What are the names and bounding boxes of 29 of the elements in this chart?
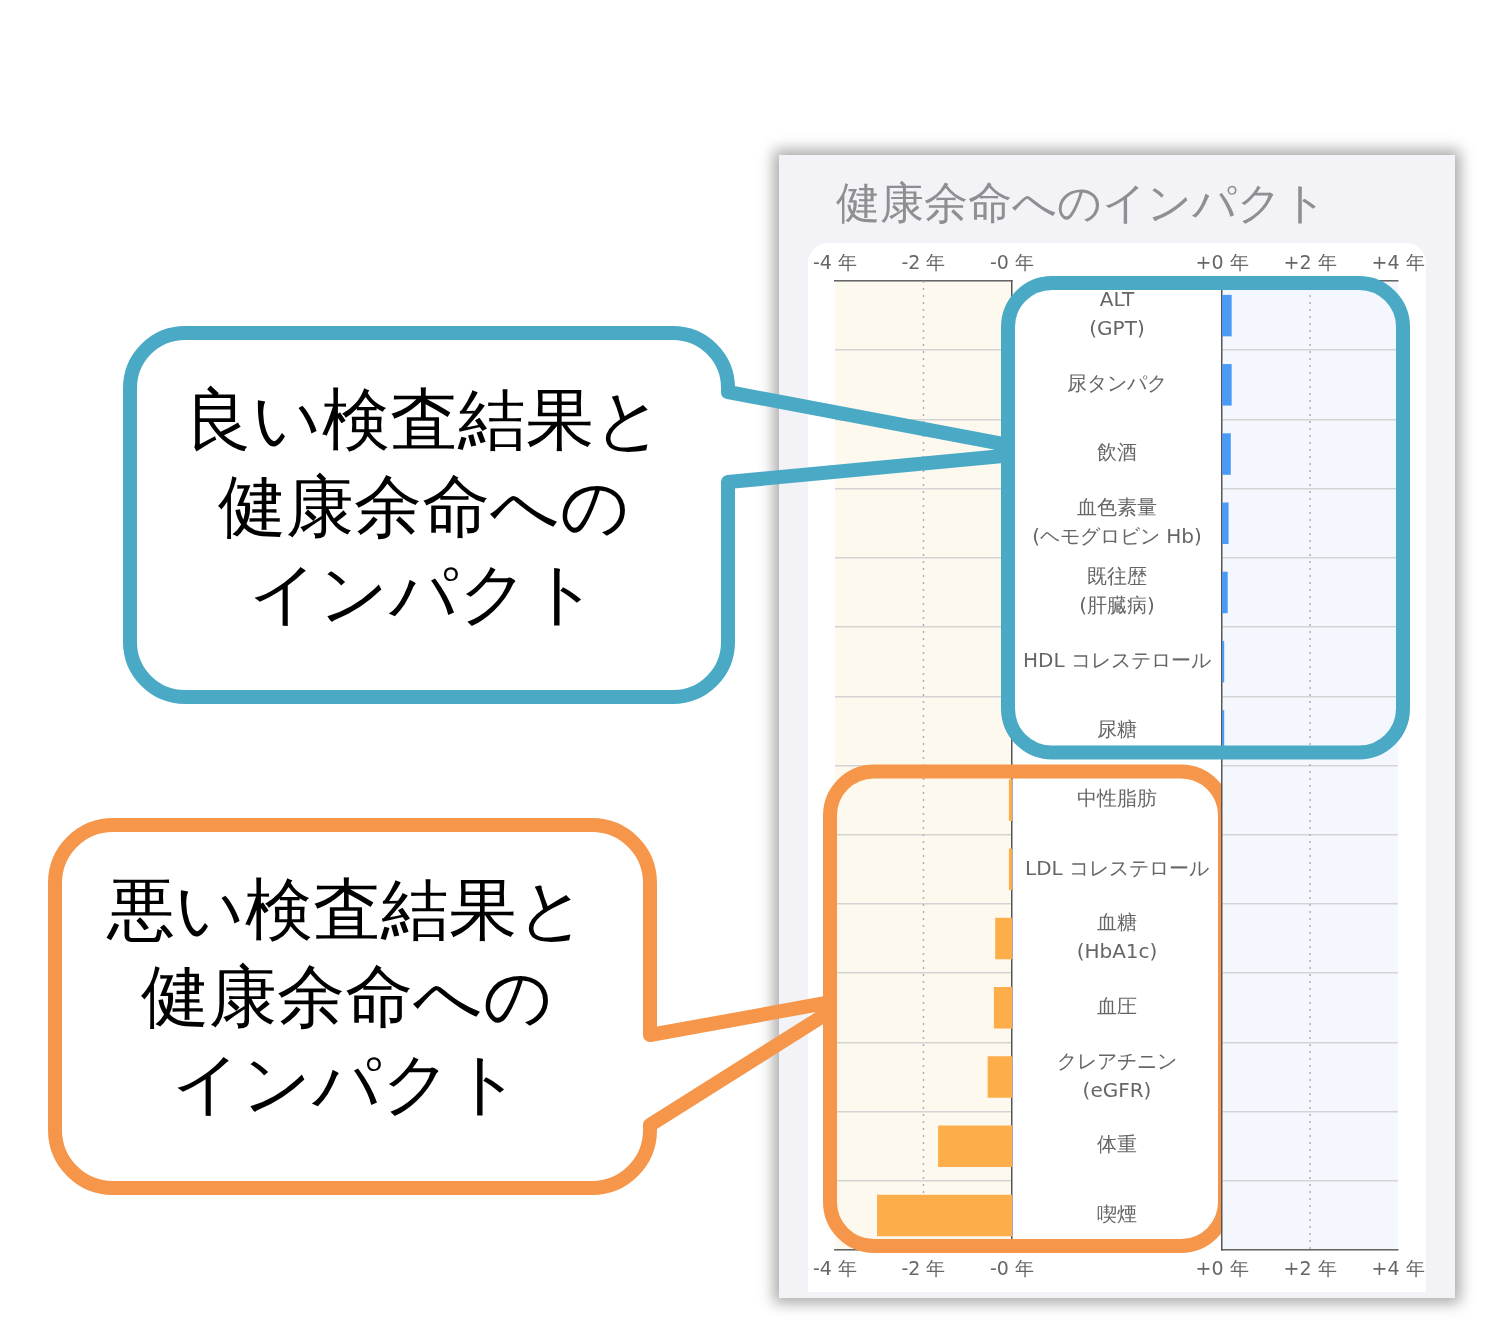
y-tick-label: 飲酒	[1097, 440, 1137, 465]
y-tick-label: 中性脂肪	[1077, 786, 1157, 811]
y-tick-label: 体重	[1097, 1132, 1137, 1157]
x2-tick-label: -2 年	[901, 1257, 946, 1280]
x2-tick-label: +4 年	[1371, 1257, 1425, 1280]
x-tick-label: +0 年	[1195, 250, 1249, 273]
y-tick-label: 尿糖	[1097, 717, 1137, 742]
x-tick-label: -4 年	[813, 250, 857, 273]
y-tick-label: 血圧	[1097, 993, 1137, 1018]
x-tick-label: +2 年	[1283, 250, 1337, 273]
x-tick-label: -0 年	[990, 250, 1034, 273]
y-tick-label: 喫煙	[1097, 1201, 1137, 1226]
y-tick-label: HDL コレステロール	[1023, 647, 1211, 672]
y-tick-label: LDL コレステロール	[1024, 855, 1210, 880]
text: 良い検査結果と健康余命へのインパクト	[184, 379, 664, 633]
x-tick-label: -2 年	[901, 250, 946, 273]
y-tick-label: 血糖 (HbA1c)	[1076, 910, 1158, 964]
x2-tick-label: -0 年	[990, 1257, 1034, 1280]
y-tick-label: 既往歴 (肝臓病)	[1079, 564, 1155, 618]
x2-tick-label: +0 年	[1195, 1257, 1249, 1280]
text: 悪い検査結果と健康余命へのインパクト	[106, 869, 587, 1123]
y-tick-label: 血色素量 (ヘモグロビン Hb)	[1032, 494, 1202, 548]
y-tick-label: ALT (GPT)	[1089, 287, 1145, 341]
y-tick-label: クレアチニン (eGFR)	[1057, 1048, 1177, 1102]
chart-title: 健康余命へのインパクト	[836, 177, 1327, 229]
x2-tick-label: -4 年	[813, 1257, 857, 1280]
x2-tick-label: +2 年	[1283, 1257, 1337, 1280]
y-tick-label: 尿タンパク	[1067, 371, 1167, 396]
x-tick-label: +4 年	[1371, 250, 1425, 273]
